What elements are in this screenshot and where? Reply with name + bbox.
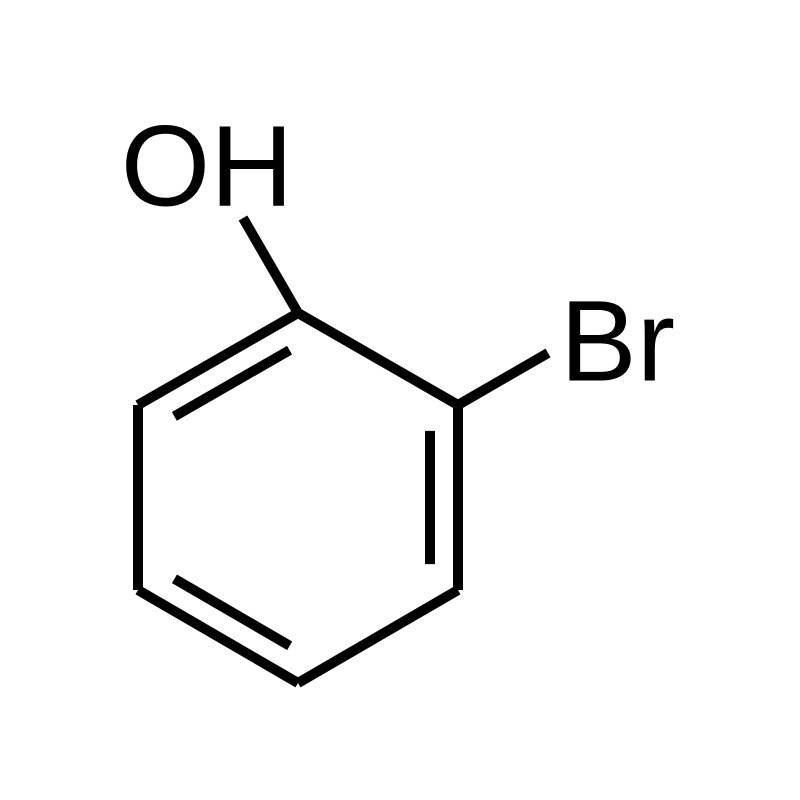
label-group: OH Br — [121, 102, 675, 405]
bond-group — [138, 218, 548, 683]
atom-label-br: Br — [560, 277, 675, 405]
atom-label-oh: OH — [121, 102, 294, 230]
ring-double-bond-inner — [174, 579, 289, 646]
substituent-bond-br — [458, 353, 548, 405]
molecule-diagram: OH Br — [0, 0, 800, 800]
ring-double-bond-inner — [174, 350, 289, 416]
substituent-bond-oh — [243, 218, 298, 313]
ring-bond — [298, 590, 458, 683]
ring-bond — [298, 313, 458, 405]
